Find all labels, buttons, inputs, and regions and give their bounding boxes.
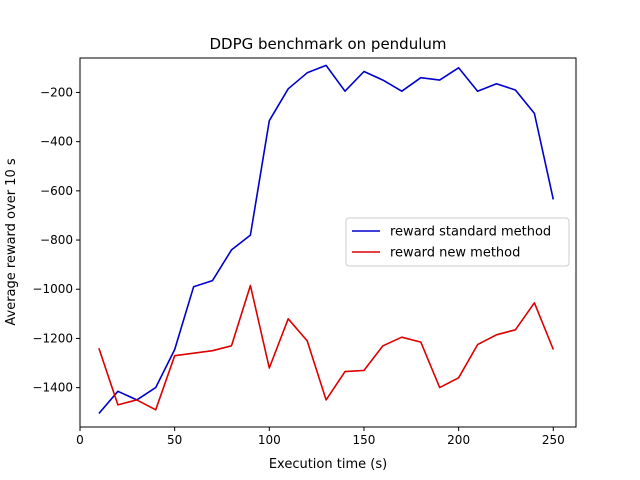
chart-title: DDPG benchmark on pendulum (210, 35, 447, 53)
y-tick-label: −1000 (32, 282, 73, 296)
x-axis-label: Execution time (s) (269, 457, 387, 472)
y-axis-label: Average reward over 10 s (4, 158, 19, 325)
x-tick-label: 50 (167, 433, 182, 447)
legend: reward standard method reward new method (345, 217, 570, 267)
legend-box (345, 217, 570, 267)
y-axis-ticks: −1400 −1200 −1000 −800 −600 −400 −200 (32, 85, 80, 395)
x-tick-label: 100 (258, 433, 281, 447)
legend-label-1: reward standard method (390, 225, 551, 240)
plot-area (98, 64, 555, 415)
series-line-2 (98, 284, 555, 411)
x-tick-label: 0 (76, 433, 84, 447)
y-tick-label: −600 (40, 184, 73, 198)
x-tick-label: 250 (542, 433, 565, 447)
y-tick-label: −400 (40, 135, 73, 149)
y-tick-label: −1400 (32, 381, 73, 395)
x-tick-label: 200 (447, 433, 470, 447)
plot-frame (79, 57, 577, 428)
series-line-1 (98, 64, 555, 415)
y-tick-label: −800 (40, 233, 73, 247)
x-axis-ticks: 0 50 100 150 200 250 (76, 427, 565, 447)
x-tick-label: 150 (353, 433, 376, 447)
y-tick-label: −1200 (32, 331, 73, 345)
y-tick-label: −200 (40, 85, 73, 99)
legend-label-2: reward new method (390, 246, 520, 261)
